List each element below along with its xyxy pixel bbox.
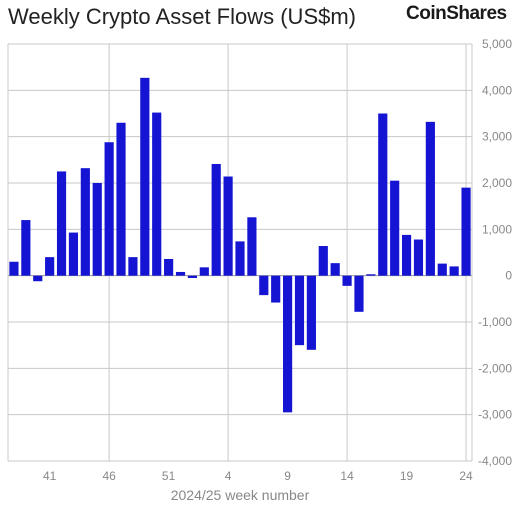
y-tick-label: 4,000	[482, 83, 512, 97]
x-tick-label: 14	[340, 469, 354, 483]
y-tick-label: 2,000	[482, 176, 512, 190]
bar-week-22	[437, 263, 447, 276]
bar-week-40	[33, 275, 43, 282]
y-tick-label: 0	[505, 269, 512, 283]
bar-week-14	[342, 275, 352, 286]
bar-week-5	[235, 241, 245, 276]
bar-week-48	[128, 257, 138, 276]
y-tick-label: -2,000	[478, 361, 512, 375]
bar-week-19	[401, 234, 412, 276]
bar-week-8	[271, 275, 281, 303]
y-tick-label: -4,000	[478, 454, 512, 468]
bar-week-6	[247, 217, 257, 276]
bar-week-52	[175, 271, 186, 276]
bar-week-13	[330, 263, 340, 276]
bar-week-23	[449, 266, 459, 276]
bar-week-24	[461, 187, 471, 276]
bar-week-43	[68, 232, 79, 276]
bar-week-4	[223, 176, 233, 276]
bar-week-15	[354, 275, 364, 312]
x-tick-label: 9	[284, 469, 291, 483]
x-tick-label: 51	[162, 469, 176, 483]
bar-week-9	[283, 275, 293, 413]
bar-week-50	[152, 112, 162, 276]
bar-week-39	[21, 220, 31, 276]
chart-title: Weekly Crypto Asset Flows (US$m)	[8, 4, 357, 29]
x-tick-label: 4	[225, 469, 232, 483]
bar-week-49	[140, 77, 150, 276]
bar-week-46	[104, 142, 114, 276]
y-tick-label: 1,000	[482, 222, 512, 236]
bar-week-12	[318, 246, 328, 276]
bar-week-42	[56, 171, 67, 276]
bar-week-51	[164, 258, 174, 276]
y-tick-label: -1,000	[478, 315, 512, 329]
bar-week-7	[259, 275, 269, 296]
bars-layer	[9, 77, 471, 413]
bar-week-1	[187, 275, 197, 278]
bar-week-44	[80, 168, 90, 276]
bar-week-18	[390, 180, 400, 276]
bar-week-20	[413, 239, 424, 276]
x-tick-label: 46	[102, 469, 116, 483]
y-tick-label: -3,000	[478, 408, 512, 422]
bar-week-21	[425, 121, 435, 276]
y-tick-label: 5,000	[482, 37, 512, 51]
bar-week-38	[9, 261, 19, 276]
bar-week-17	[378, 113, 388, 276]
x-axis-title: 2024/25 week number	[171, 487, 310, 503]
x-tick-label: 41	[43, 469, 57, 483]
bar-week-47	[116, 122, 126, 276]
y-tick-label: 3,000	[482, 130, 512, 144]
x-tick-label: 24	[459, 469, 473, 483]
bar-week-2	[199, 267, 209, 276]
y-axis-ticks: 5,000 4,000 3,000 2,000 1,000 0 -1,000 -2,000 -3…	[478, 37, 512, 468]
bar-week-3	[211, 164, 221, 276]
bar-week-41	[45, 257, 55, 276]
bar-week-16	[366, 274, 376, 276]
bar-week-11	[306, 275, 316, 350]
bar-week-45	[92, 183, 102, 276]
x-tick-label: 19	[400, 469, 414, 483]
bar-week-10	[294, 275, 305, 346]
x-axis-ticks: 41 46 51 4 9 14 19 24	[43, 469, 473, 483]
coinshares-logo: CoinShares	[406, 3, 507, 24]
